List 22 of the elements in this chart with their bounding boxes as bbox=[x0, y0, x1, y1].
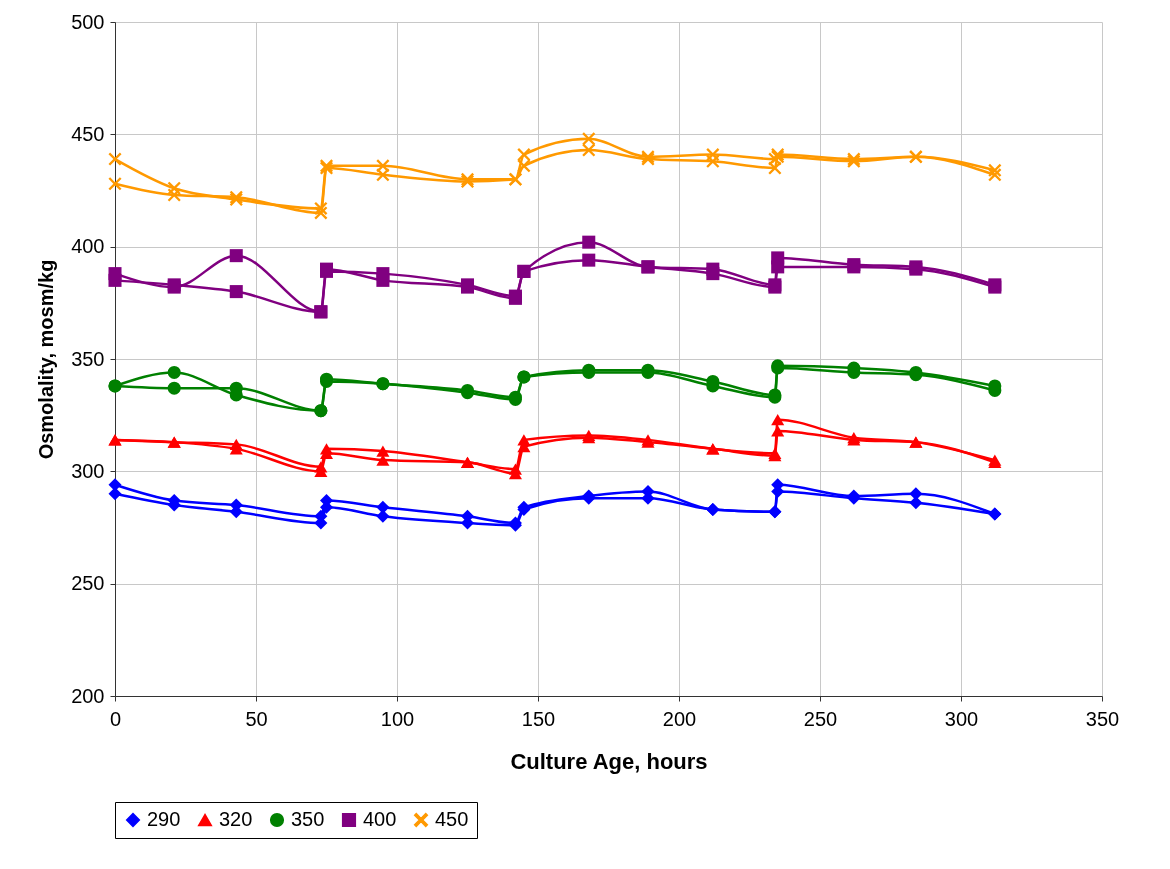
x-axis-title: Culture Age, hours bbox=[510, 748, 708, 774]
x-tick-label: 0 bbox=[109, 707, 122, 730]
legend-label: 290 bbox=[147, 808, 181, 830]
y-tick-label: 300 bbox=[71, 459, 105, 482]
y-tick-label: 250 bbox=[71, 572, 105, 595]
x-tick-label: 200 bbox=[662, 707, 697, 730]
legend-label: 400 bbox=[363, 808, 397, 830]
x-tick-label: 150 bbox=[521, 707, 556, 730]
y-tick-label: 350 bbox=[71, 347, 105, 370]
y-axis-title: Osmolality, mosm/kg bbox=[35, 259, 58, 460]
x-tick-label: 300 bbox=[944, 707, 979, 730]
legend-label: 450 bbox=[435, 808, 469, 830]
x-tick-label: 350 bbox=[1085, 707, 1120, 730]
y-tick-label: 450 bbox=[71, 122, 105, 145]
x-tick-label: 100 bbox=[380, 707, 415, 730]
y-tick-label: 400 bbox=[71, 235, 105, 258]
legend-label: 350 bbox=[291, 808, 325, 830]
legend-label: 320 bbox=[219, 808, 253, 830]
x-tick-label: 50 bbox=[245, 707, 268, 730]
x-tick-label: 250 bbox=[803, 707, 838, 730]
y-tick-label: 200 bbox=[71, 684, 105, 707]
y-tick-label: 500 bbox=[71, 10, 105, 33]
